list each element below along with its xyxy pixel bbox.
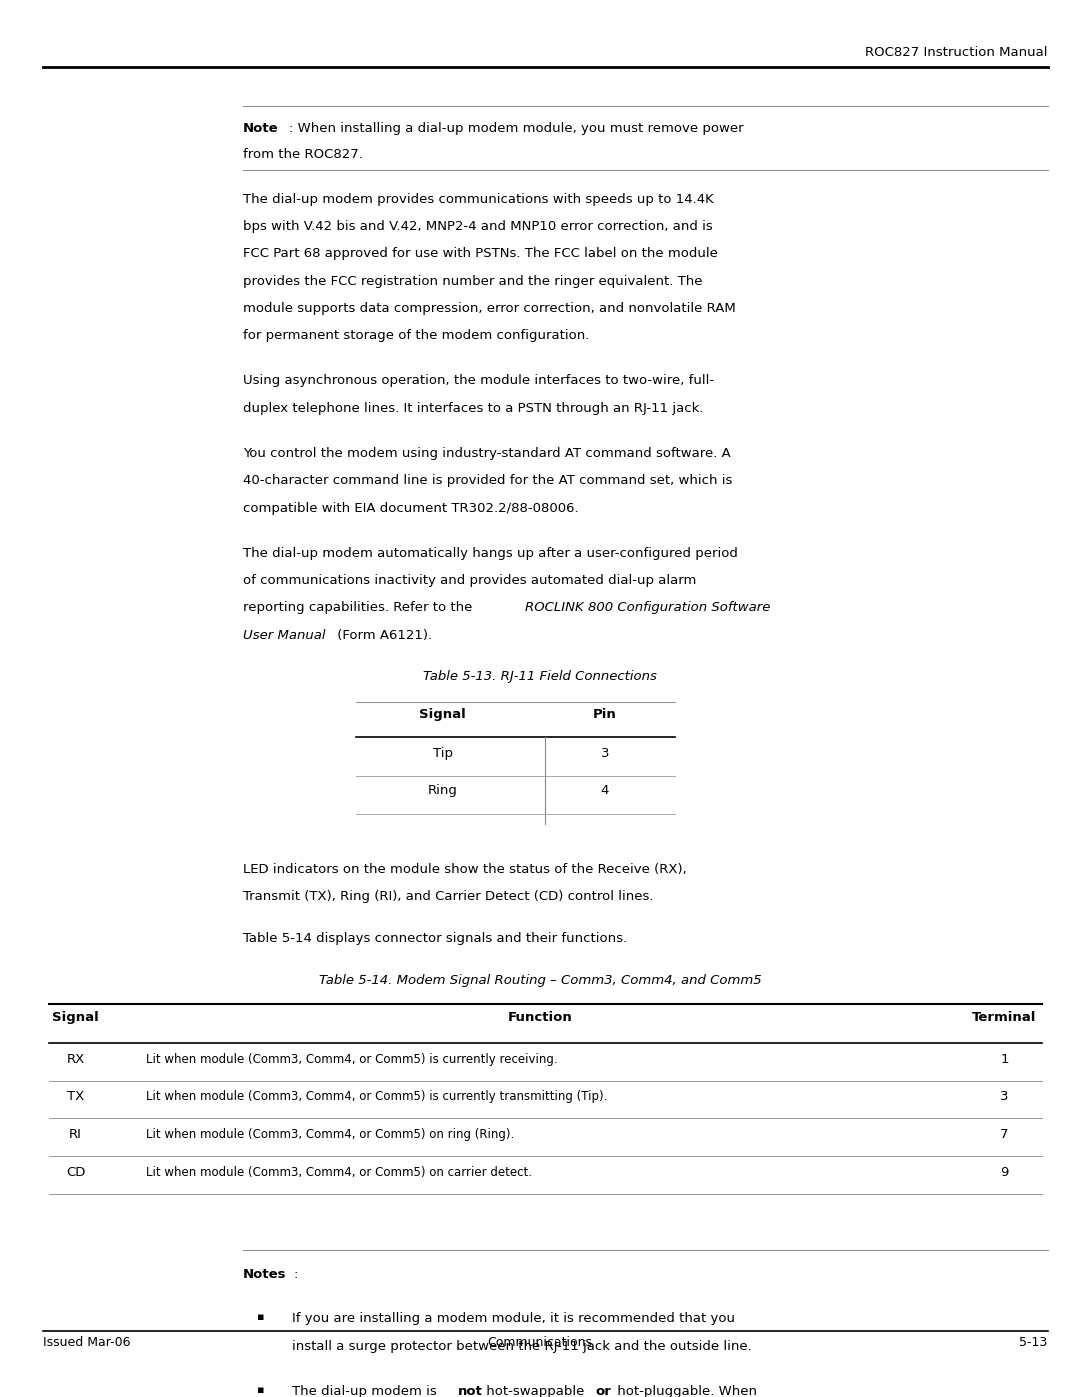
Text: CD: CD [66,1165,85,1179]
Text: Transmit (TX), Ring (RI), and Carrier Detect (CD) control lines.: Transmit (TX), Ring (RI), and Carrier De… [243,890,653,902]
Text: Lit when module (Comm3, Comm4, or Comm5) on ring (Ring).: Lit when module (Comm3, Comm4, or Comm5)… [146,1129,514,1141]
Text: Table 5-14. Modem Signal Routing – Comm3, Comm4, and Comm5: Table 5-14. Modem Signal Routing – Comm3… [319,975,761,988]
Text: ▪: ▪ [257,1386,265,1396]
Text: bps with V.42 bis and V.42, MNP2-4 and MNP10 error correction, and is: bps with V.42 bis and V.42, MNP2-4 and M… [243,219,713,233]
Text: 4: 4 [600,785,609,798]
Text: Using asynchronous operation, the module interfaces to two-wire, full-: Using asynchronous operation, the module… [243,374,714,387]
Text: Lit when module (Comm3, Comm4, or Comm5) is currently receiving.: Lit when module (Comm3, Comm4, or Comm5)… [146,1053,557,1066]
Text: Table 5-13. RJ-11 Field Connections: Table 5-13. RJ-11 Field Connections [423,671,657,683]
Text: provides the FCC registration number and the ringer equivalent. The: provides the FCC registration number and… [243,275,702,288]
Text: duplex telephone lines. It interfaces to a PSTN through an RJ-11 jack.: duplex telephone lines. It interfaces to… [243,402,703,415]
Text: TX: TX [67,1091,84,1104]
Text: 3: 3 [1000,1091,1009,1104]
Text: 3: 3 [600,747,609,760]
Text: RI: RI [69,1129,82,1141]
Text: If you are installing a modem module, it is recommended that you: If you are installing a modem module, it… [292,1313,734,1326]
Text: module supports data compression, error correction, and nonvolatile RAM: module supports data compression, error … [243,302,735,314]
Text: The dial-up modem automatically hangs up after a user-configured period: The dial-up modem automatically hangs up… [243,548,738,560]
Text: Signal: Signal [419,708,467,721]
Text: Tip: Tip [433,747,453,760]
Text: ▪: ▪ [257,1313,265,1323]
Text: : When installing a dial-up modem module, you must remove power: : When installing a dial-up modem module… [289,122,744,134]
Text: Ring: Ring [428,785,458,798]
Text: Signal: Signal [52,1011,99,1024]
Text: Terminal: Terminal [972,1011,1037,1024]
Text: 9: 9 [1000,1165,1009,1179]
Text: or: or [595,1386,611,1397]
Text: Issued Mar-06: Issued Mar-06 [43,1336,131,1348]
Text: hot-swappable: hot-swappable [482,1386,589,1397]
Text: not: not [458,1386,483,1397]
Text: install a surge protector between the RJ-11 jack and the outside line.: install a surge protector between the RJ… [292,1340,752,1352]
Text: ROC827 Instruction Manual: ROC827 Instruction Manual [865,46,1048,59]
Text: Function: Function [508,1011,572,1024]
Text: Table 5-14 displays connector signals and their functions.: Table 5-14 displays connector signals an… [243,933,627,946]
Text: from the ROC827.: from the ROC827. [243,148,363,161]
Text: of communications inactivity and provides automated dial-up alarm: of communications inactivity and provide… [243,574,697,587]
Text: RX: RX [67,1053,84,1066]
Text: :: : [294,1268,298,1281]
Text: LED indicators on the module show the status of the Receive (RX),: LED indicators on the module show the st… [243,863,687,876]
Text: You control the modem using industry-standard AT command software. A: You control the modem using industry-sta… [243,447,731,460]
Text: hot-pluggable. When: hot-pluggable. When [613,1386,757,1397]
Text: Lit when module (Comm3, Comm4, or Comm5) is currently transmitting (Tip).: Lit when module (Comm3, Comm4, or Comm5)… [146,1091,607,1104]
Text: 7: 7 [1000,1129,1009,1141]
Text: Notes: Notes [243,1268,286,1281]
Text: FCC Part 68 approved for use with PSTNs. The FCC label on the module: FCC Part 68 approved for use with PSTNs.… [243,247,718,260]
Text: for permanent storage of the modem configuration.: for permanent storage of the modem confi… [243,330,590,342]
Text: Lit when module (Comm3, Comm4, or Comm5) on carrier detect.: Lit when module (Comm3, Comm4, or Comm5)… [146,1165,531,1179]
Text: User Manual: User Manual [243,629,325,641]
Text: 5-13: 5-13 [1020,1336,1048,1348]
Text: compatible with EIA document TR302.2/88-08006.: compatible with EIA document TR302.2/88-… [243,502,579,514]
Text: 1: 1 [1000,1053,1009,1066]
Text: ROCLINK 800 Configuration Software: ROCLINK 800 Configuration Software [525,602,770,615]
Text: Pin: Pin [593,708,617,721]
Text: The dial-up modem provides communications with speeds up to 14.4K: The dial-up modem provides communication… [243,193,714,205]
Text: 40-character command line is provided for the AT command set, which is: 40-character command line is provided fo… [243,475,732,488]
Text: reporting capabilities. Refer to the: reporting capabilities. Refer to the [243,602,476,615]
Text: (Form A6121).: (Form A6121). [333,629,432,641]
Text: The dial-up modem is: The dial-up modem is [292,1386,441,1397]
Text: Communications: Communications [487,1336,593,1348]
Text: Note: Note [243,122,279,134]
